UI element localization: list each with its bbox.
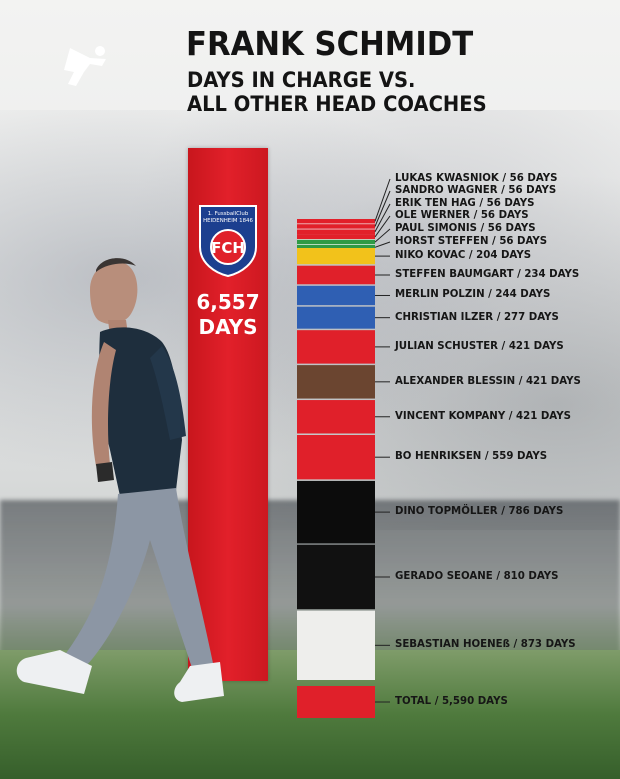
chart-subtitle-line-2: ALL OTHER HEAD COACHES — [187, 92, 487, 116]
fc-heidenheim-crest-icon: 1. FussballClub HEIDENHEIM 1846 FCH — [199, 205, 257, 277]
label-alexander-blessin: ALEXANDER BLESSIN / 421 DAYS — [395, 375, 581, 387]
bar-merlin-polzin — [297, 285, 375, 306]
bar-julian-schuster — [297, 330, 375, 364]
label-sandro-wagner: SANDRO WAGNER / 56 DAYS — [395, 185, 557, 196]
leader-sandro-wagner — [374, 190, 391, 227]
crest-line-2: HEIDENHEIM 1846 — [203, 218, 253, 224]
bar-horst-steffen — [297, 245, 375, 250]
bar-dino-topm-ller — [297, 480, 375, 544]
bar-gap-paul-simonis — [297, 244, 375, 245]
schmidt-days-value: 6,557 — [196, 290, 260, 314]
leader-erik-ten-hag — [374, 203, 391, 232]
leader-horst-steffen — [374, 241, 391, 248]
chart-subtitle-line-1: DAYS IN CHARGE VS. — [187, 68, 416, 92]
label-sebastian-hoene: SEBASTIAN HOENEß / 873 DAYS — [395, 639, 576, 651]
bar-paul-simonis — [297, 239, 375, 245]
coach-photo — [16, 258, 224, 702]
label-paul-simonis: PAUL SIMONIS / 56 DAYS — [395, 223, 536, 234]
label-vincent-kompany: VINCENT KOMPANY / 421 DAYS — [395, 410, 571, 422]
label-horst-steffen: HORST STEFFEN / 56 DAYS — [395, 236, 548, 247]
bar-erik-ten-hag — [297, 229, 375, 234]
label-gerado-seoane: GERADO SEOANE / 810 DAYS — [395, 570, 559, 582]
bar-sandro-wagner — [297, 224, 375, 229]
chart-title: FRANK SCHMIDT — [186, 24, 474, 63]
label-bo-henriksen: BO HENRIKSEN / 559 DAYS — [395, 451, 548, 463]
bar-gerado-seoane — [297, 544, 375, 610]
bar-vincent-kompany — [297, 400, 375, 434]
bar-gap-lukas-kwasniok — [297, 223, 375, 225]
label-lukas-kwasniok: LUKAS KWASNIOK / 56 DAYS — [395, 173, 558, 184]
label-niko-kovac: NIKO KOVAC / 204 DAYS — [395, 250, 532, 262]
schmidt-days-unit: DAYS — [198, 315, 258, 339]
bar-gap-ole-werner — [297, 239, 375, 240]
bar-ole-werner — [297, 234, 375, 240]
crest-initials: FCH — [211, 239, 245, 257]
bar-christian-ilzer — [297, 306, 375, 329]
leader-ole-werner — [374, 215, 391, 238]
bar-lukas-kwasniok — [297, 219, 375, 224]
bar-alexander-blessin — [297, 365, 375, 399]
label-ole-werner: OLE WERNER / 56 DAYS — [395, 210, 529, 221]
leader-lukas-kwasniok — [374, 178, 391, 222]
label-christian-ilzer: CHRISTIAN ILZER / 277 DAYS — [395, 311, 559, 323]
bar-niko-kovac — [297, 248, 375, 265]
bundesliga-player-logo-icon — [64, 46, 106, 86]
leader-paul-simonis — [374, 228, 391, 243]
label-dino-topm-ller: DINO TOPMÖLLER / 786 DAYS — [395, 506, 564, 518]
bar-total — [297, 686, 375, 718]
bar-steffen-baumgart — [297, 265, 375, 285]
label-erik-ten-hag: ERIK TEN HAG / 56 DAYS — [395, 198, 535, 209]
bar-gap-sandro-wagner — [297, 228, 375, 230]
crest-line-1: 1. FussballClub — [208, 211, 249, 217]
bar-gap-erik-ten-hag — [297, 234, 375, 235]
bar-bo-henriksen — [297, 434, 375, 480]
bar-sebastian-hoene — [297, 610, 375, 680]
label-julian-schuster: JULIAN SCHUSTER / 421 DAYS — [395, 340, 564, 352]
label-total: TOTAL / 5,590 DAYS — [395, 696, 508, 707]
label-merlin-polzin: MERLIN POLZIN / 244 DAYS — [395, 289, 551, 301]
label-steffen-baumgart: STEFFEN BAUMGART / 234 DAYS — [395, 268, 580, 280]
